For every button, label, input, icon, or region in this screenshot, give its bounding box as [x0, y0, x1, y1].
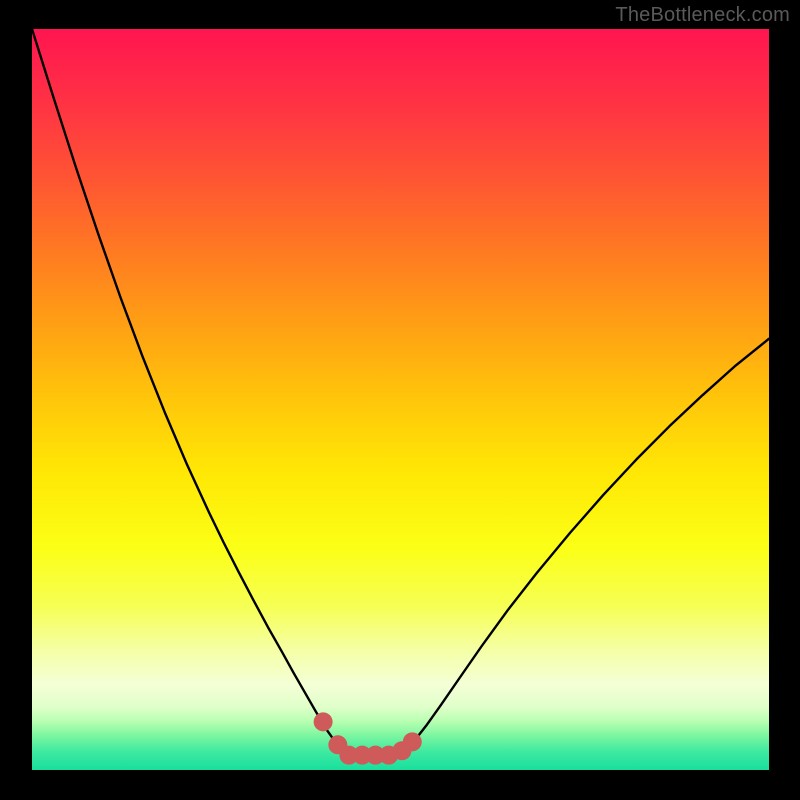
- bottleneck-chart: [32, 29, 769, 770]
- curve-marker: [314, 712, 333, 731]
- chart-svg: [32, 29, 769, 770]
- chart-container: { "watermark": { "text": "TheBottleneck.…: [0, 0, 800, 800]
- watermark-text: TheBottleneck.com: [615, 4, 790, 27]
- curve-marker: [403, 732, 422, 751]
- chart-background: [32, 29, 769, 770]
